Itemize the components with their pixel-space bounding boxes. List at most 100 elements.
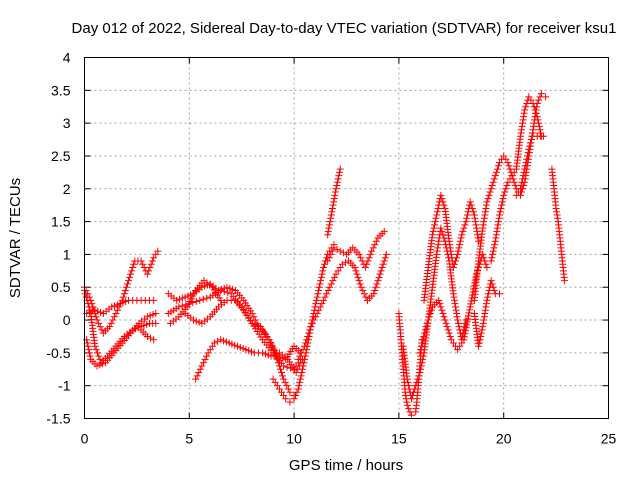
data-point bbox=[433, 250, 441, 258]
data-point bbox=[291, 392, 299, 400]
data-point bbox=[471, 214, 479, 222]
data-point bbox=[327, 280, 335, 288]
data-point bbox=[298, 369, 306, 377]
data-point bbox=[491, 237, 499, 245]
data-point bbox=[95, 352, 103, 360]
data-point bbox=[198, 362, 206, 370]
data-point bbox=[456, 241, 464, 249]
data-point bbox=[432, 214, 440, 222]
data-point bbox=[484, 195, 492, 203]
data-point bbox=[489, 178, 497, 186]
data-point bbox=[426, 309, 434, 317]
x-tick-label: 0 bbox=[81, 431, 89, 447]
plot-frame bbox=[84, 57, 609, 419]
y-tick-label: -1 bbox=[58, 378, 71, 394]
data-point bbox=[319, 296, 327, 304]
data-point bbox=[500, 191, 508, 199]
y-tick-label: 0.5 bbox=[51, 279, 71, 295]
data-point bbox=[497, 204, 505, 212]
data-point bbox=[444, 326, 452, 334]
series-track-v bbox=[512, 129, 548, 199]
data-point bbox=[85, 346, 93, 354]
data-point bbox=[533, 113, 541, 121]
data-point bbox=[459, 227, 467, 235]
data-point bbox=[333, 245, 341, 253]
data-point bbox=[283, 382, 291, 390]
data-point bbox=[496, 211, 504, 219]
data-point bbox=[447, 247, 455, 255]
data-point bbox=[376, 270, 384, 278]
data-point bbox=[366, 250, 374, 258]
data-point bbox=[339, 249, 347, 257]
data-point bbox=[325, 224, 333, 232]
x-tick-labels: 0 5 10 15 20 25 bbox=[81, 431, 617, 447]
data-point bbox=[323, 290, 331, 298]
data-point bbox=[483, 264, 491, 272]
data-point bbox=[455, 244, 463, 252]
data-point bbox=[483, 198, 491, 206]
data-point bbox=[466, 303, 474, 311]
data-point bbox=[403, 401, 411, 409]
data-point bbox=[518, 178, 526, 186]
data-point bbox=[462, 324, 470, 332]
data-point bbox=[532, 109, 540, 117]
data-point bbox=[431, 218, 439, 226]
data-point bbox=[329, 277, 337, 285]
data-point bbox=[446, 332, 454, 340]
data-point bbox=[364, 257, 372, 265]
data-point bbox=[417, 362, 425, 370]
data-point bbox=[341, 259, 349, 267]
data-point bbox=[330, 198, 338, 206]
data-point bbox=[499, 195, 507, 203]
data-point bbox=[454, 250, 462, 258]
data-point bbox=[552, 204, 560, 212]
data-point bbox=[482, 260, 490, 268]
data-point bbox=[524, 149, 532, 157]
y-tick-label: 2 bbox=[63, 181, 71, 197]
y-tick-label: -1.5 bbox=[46, 411, 70, 427]
data-point bbox=[480, 218, 488, 226]
data-point bbox=[365, 254, 373, 262]
data-point bbox=[120, 290, 128, 298]
data-point bbox=[478, 326, 486, 334]
data-point bbox=[318, 300, 326, 308]
data-point bbox=[148, 257, 156, 265]
data-point bbox=[362, 293, 370, 301]
data-point bbox=[493, 224, 501, 232]
data-point bbox=[192, 375, 200, 383]
data-point bbox=[409, 392, 417, 400]
data-point bbox=[328, 208, 336, 216]
data-point bbox=[325, 254, 333, 262]
data-point bbox=[281, 378, 289, 386]
data-point bbox=[450, 296, 458, 304]
data-point bbox=[81, 290, 89, 298]
data-point bbox=[519, 116, 527, 124]
data-point bbox=[463, 318, 471, 326]
data-point bbox=[480, 316, 488, 324]
data-point bbox=[143, 332, 151, 340]
data-point bbox=[470, 211, 478, 219]
series-track-m bbox=[324, 165, 344, 239]
data-point bbox=[137, 257, 145, 265]
data-point bbox=[203, 294, 211, 302]
series-track-e bbox=[137, 326, 158, 344]
data-point bbox=[106, 323, 114, 331]
data-point bbox=[480, 214, 488, 222]
data-point bbox=[368, 247, 376, 255]
data-point bbox=[527, 136, 535, 144]
data-point bbox=[523, 99, 531, 107]
data-point bbox=[501, 188, 509, 196]
data-point bbox=[427, 306, 435, 314]
data-point bbox=[435, 296, 443, 304]
data-point bbox=[296, 378, 304, 386]
data-point bbox=[331, 188, 339, 196]
data-point bbox=[324, 231, 332, 239]
data-point bbox=[526, 142, 534, 150]
data-point bbox=[482, 300, 490, 308]
data-point bbox=[503, 181, 511, 189]
data-point bbox=[505, 162, 513, 170]
data-point bbox=[481, 211, 489, 219]
data-point bbox=[328, 204, 336, 212]
y-tick-label: 2.5 bbox=[51, 148, 71, 164]
data-point bbox=[482, 303, 490, 311]
